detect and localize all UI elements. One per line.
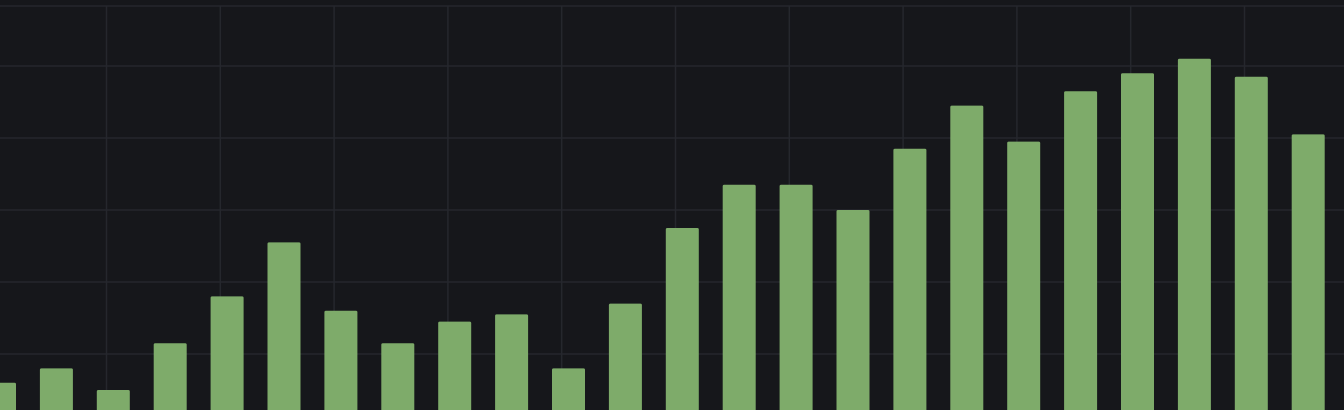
bar-22: [1234, 76, 1268, 410]
bar-20: [1121, 73, 1154, 410]
bar-1: [39, 368, 73, 410]
bar-0: [0, 382, 16, 410]
bar-5: [267, 242, 301, 410]
bar-19: [1064, 91, 1098, 410]
bar-3: [153, 343, 187, 410]
bar-16: [893, 148, 927, 410]
bar-12: [665, 228, 699, 410]
bars: [0, 58, 1325, 410]
bar-2: [96, 390, 130, 410]
bar-23: [1291, 134, 1325, 410]
bar-14: [779, 184, 813, 410]
bar-18: [1007, 141, 1041, 410]
bar-9: [495, 314, 529, 410]
bar-6: [324, 310, 358, 410]
bar-10: [552, 368, 585, 410]
bar-4: [210, 296, 244, 410]
bar-17: [950, 105, 984, 410]
bar-21: [1177, 58, 1211, 410]
bar-8: [438, 321, 472, 410]
bar-11: [608, 303, 642, 410]
bar-13: [722, 184, 756, 410]
bar-15: [836, 210, 870, 410]
bar-7: [381, 343, 415, 410]
